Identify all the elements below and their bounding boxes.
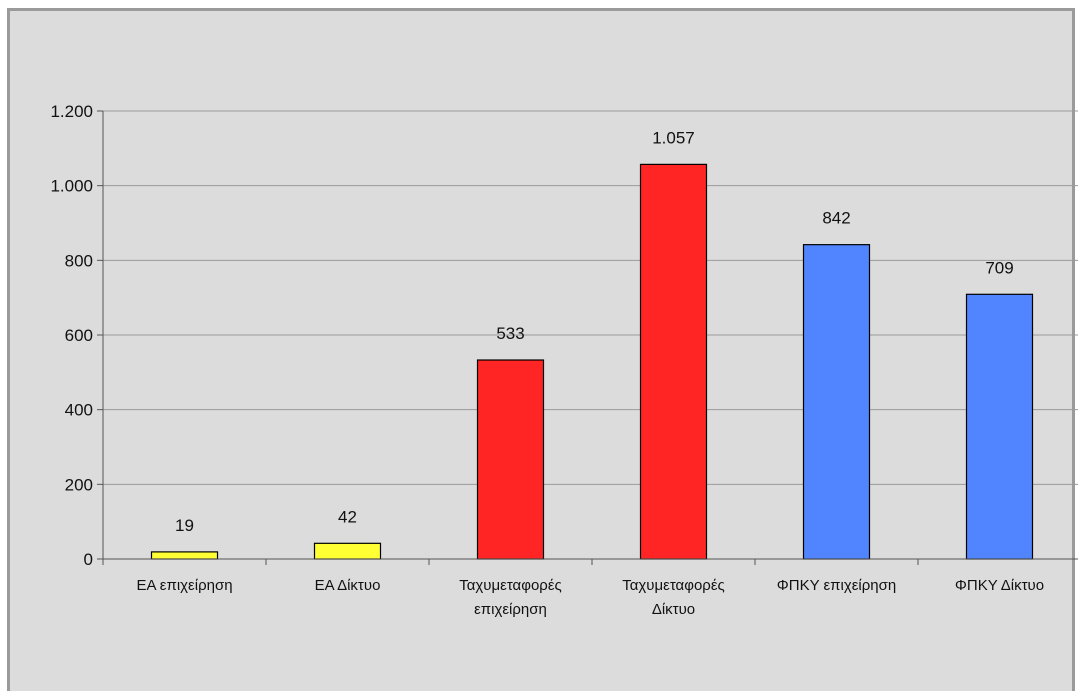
y-tick-label: 800 (65, 251, 93, 270)
x-category-label: Ταχυμεταφορές (459, 577, 562, 594)
x-category-label: ΦΠΚΥ Δίκτυο (955, 577, 1044, 594)
x-category-label: ΦΠΚΥ επιχείρηση (777, 577, 896, 594)
y-tick-label: 200 (65, 475, 93, 494)
bar (150, 551, 219, 560)
y-tick-label: 0 (84, 550, 93, 569)
x-category-label: ΕΑ επιχείρηση (136, 577, 232, 594)
bar (476, 359, 545, 560)
bar (313, 542, 382, 560)
y-tick-label: 400 (65, 401, 93, 420)
x-category-label: ΕΑ Δίκτυο (315, 577, 381, 594)
data-label: 1.057 (652, 128, 695, 147)
data-label: 42 (338, 507, 357, 526)
y-tick-label: 600 (65, 326, 93, 345)
bar-chart: 0 200 400 600 800 1.000 1.200 19 42 533 1.057 842 70… (50, 102, 1078, 618)
data-label: 709 (985, 258, 1013, 277)
x-category-label: επιχείρηση (474, 601, 547, 618)
data-label: 19 (175, 516, 194, 535)
data-label: 842 (822, 209, 850, 228)
bar (802, 244, 871, 560)
data-label: 533 (496, 324, 524, 343)
y-tick-label: 1.000 (50, 177, 93, 196)
x-category-label: Δίκτυο (652, 601, 695, 618)
bar (639, 163, 708, 560)
chart-frame: 0 200 400 600 800 1.000 1.200 19 42 533 1.057 842 70… (7, 8, 1078, 691)
y-tick-label: 1.200 (50, 102, 93, 121)
x-category-label: Ταχυμεταφορές (622, 577, 725, 594)
bar (965, 293, 1034, 560)
